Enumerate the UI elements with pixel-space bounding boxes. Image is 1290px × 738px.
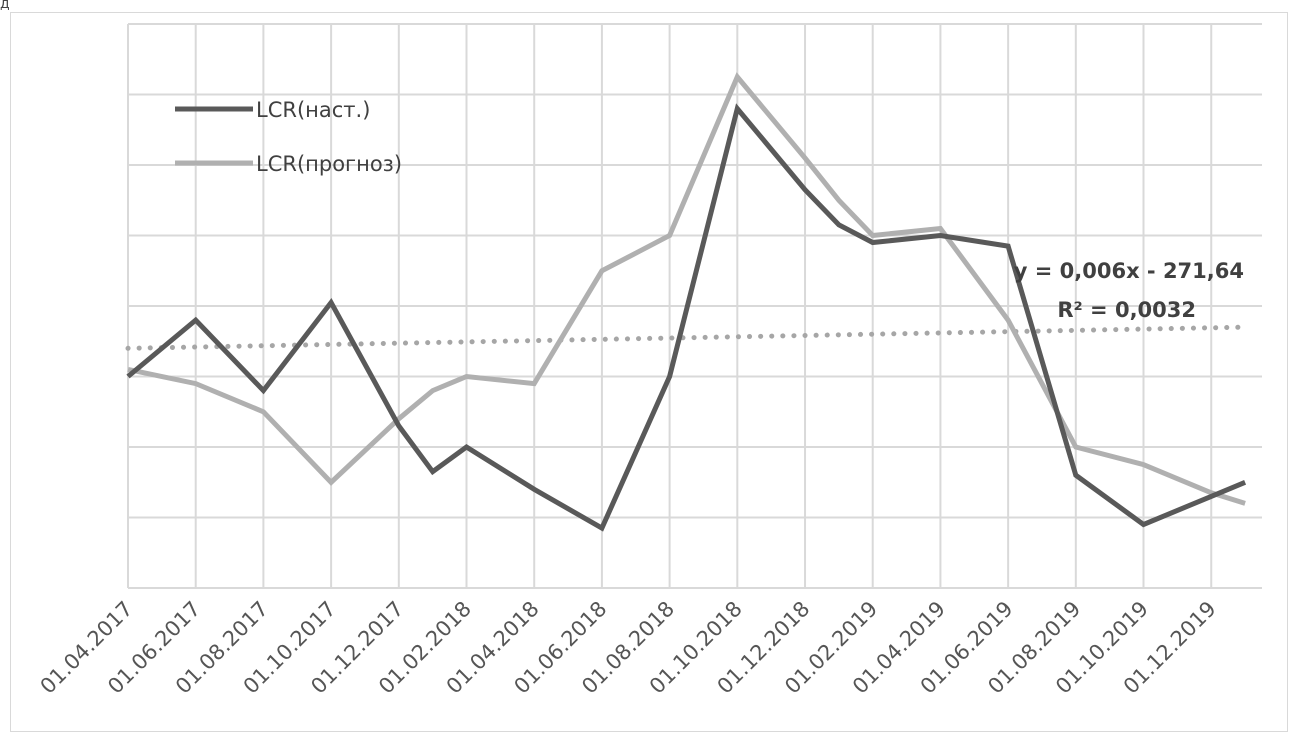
- legend-label-actual: LCR(наст.): [256, 98, 370, 122]
- legend-label-forecast: LCR(прогноз): [256, 152, 402, 176]
- series-line-forecast: [127, 72, 1246, 506]
- legend: LCR(наст.) LCR(прогноз): [175, 98, 402, 176]
- chart-frame: [10, 12, 1288, 732]
- trendline-label: y = 0,006x - 271,64 R² = 0,0032: [1014, 259, 1244, 322]
- trendline-r-squared: R² = 0,0032: [1057, 298, 1196, 322]
- trendline-equation: y = 0,006x - 271,64: [1014, 259, 1244, 283]
- x-axis-tick-labels: 01.04.201701.06.201701.08.201701.10.2017…: [36, 597, 1221, 699]
- trendline: [125, 324, 1248, 351]
- series-line-actual: [126, 103, 1247, 532]
- clipped-caption-fragment: д: [0, 0, 10, 12]
- series-layer: [126, 72, 1247, 532]
